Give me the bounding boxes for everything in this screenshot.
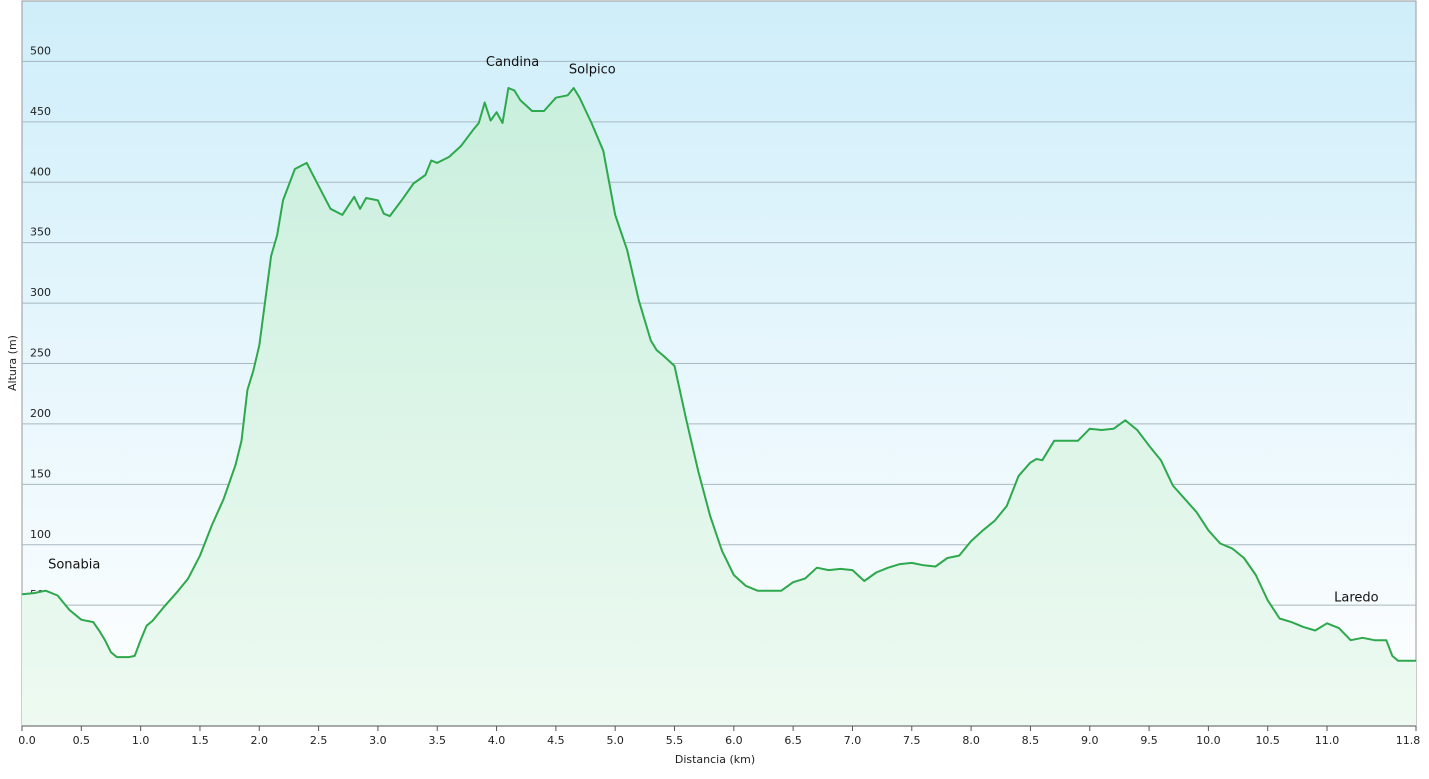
y-tick-label: 350 <box>30 226 51 239</box>
x-tick-label: 6.5 <box>784 734 802 747</box>
elevation-line <box>21 87 1416 662</box>
x-tick-label: 6.0 <box>725 734 743 747</box>
y-tick-label: 250 <box>30 347 51 360</box>
x-tick-label: 9.5 <box>1140 734 1158 747</box>
x-tick-label: 4.5 <box>547 734 565 747</box>
y-axis-label: Altura (m) <box>6 335 19 391</box>
y-tick-label: 100 <box>30 528 51 541</box>
x-tick-label: 7.0 <box>844 734 862 747</box>
y-tick-label: 150 <box>30 467 51 480</box>
x-tick-label: 5.0 <box>606 734 624 747</box>
y-tick-label: 300 <box>30 286 51 299</box>
annotation: Solpico <box>569 62 616 77</box>
annotation: Laredo <box>1334 590 1379 605</box>
x-tick-label: 9.0 <box>1081 734 1099 747</box>
x-tick-label: 3.5 <box>428 734 446 747</box>
y-tick-label: 450 <box>30 105 51 118</box>
x-tick-label: 8.0 <box>962 734 980 747</box>
x-tick-label: 0.0 <box>18 734 36 747</box>
annotation: Candina <box>486 55 539 70</box>
x-tick-label: 7.5 <box>903 734 921 747</box>
x-tick-label: 1.0 <box>132 734 150 747</box>
x-tick-label: 3.0 <box>369 734 387 747</box>
x-axis-label: Distancia (km) <box>675 753 755 766</box>
y-tick-label: 400 <box>30 165 51 178</box>
x-tick-label: 0.5 <box>73 734 91 747</box>
area-fill <box>22 88 1416 726</box>
x-tick-label: 10.5 <box>1255 734 1280 747</box>
y-tick-label: 200 <box>30 407 51 420</box>
x-tick-label: 10.0 <box>1196 734 1221 747</box>
x-tick-label: 5.5 <box>666 734 684 747</box>
y-tick-label: 500 <box>30 44 51 57</box>
x-tick-label: 11.0 <box>1315 734 1340 747</box>
x-tick-label: 2.5 <box>310 734 328 747</box>
annotation: Sonabia <box>48 558 100 573</box>
x-tick-label: 4.0 <box>488 734 506 747</box>
x-tick-label: 2.0 <box>251 734 269 747</box>
x-tick-label: 8.5 <box>1022 734 1040 747</box>
x-tick-label: 11.8 <box>1396 734 1421 747</box>
x-tick-label: 1.5 <box>191 734 209 747</box>
